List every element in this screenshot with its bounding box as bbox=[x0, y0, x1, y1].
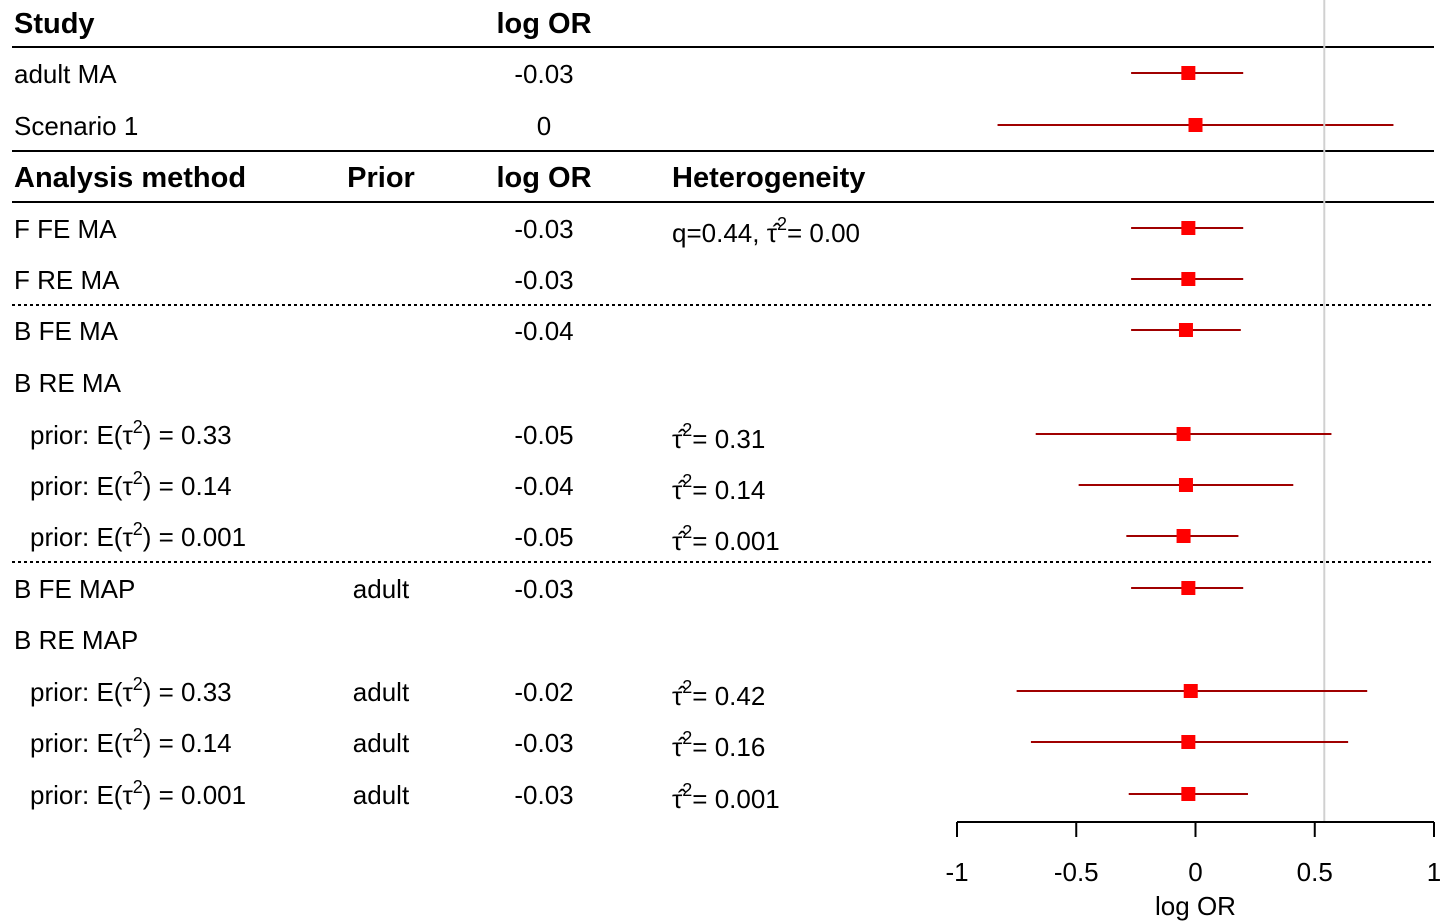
method-log-or: -0.04 bbox=[514, 316, 573, 346]
method-heterogeneity: τ̂2= 0.001 bbox=[672, 780, 780, 814]
method-heterogeneity: τ̂2= 0.31 bbox=[672, 420, 765, 454]
study-label: adult MA bbox=[14, 59, 117, 89]
method-label: prior: E(τ2) = 0.001 bbox=[30, 519, 246, 552]
method-label: B FE MA bbox=[14, 316, 119, 346]
header-log-or-2: log OR bbox=[496, 162, 591, 194]
point-estimate-s1 bbox=[1188, 118, 1203, 132]
method-log-or: -0.04 bbox=[514, 471, 573, 501]
method-label: B RE MAP bbox=[14, 625, 138, 655]
x-tick-label: 1 bbox=[1427, 857, 1441, 887]
header-study: Study bbox=[14, 8, 95, 40]
study-log-or: 0 bbox=[537, 111, 551, 141]
method-log-or: -0.03 bbox=[514, 265, 573, 295]
header-log-or: log OR bbox=[496, 8, 591, 40]
method-prior: adult bbox=[353, 780, 410, 810]
x-tick-label: -1 bbox=[945, 857, 968, 887]
method-heterogeneity: q=0.44, τ̂2= 0.00 bbox=[672, 214, 860, 248]
point-estimate-m2 bbox=[1178, 323, 1193, 337]
method-label: F RE MA bbox=[14, 265, 120, 295]
point-estimate-m11 bbox=[1181, 787, 1196, 801]
method-label: prior: E(τ2) = 0.14 bbox=[30, 468, 232, 501]
method-label: prior: E(τ2) = 0.33 bbox=[30, 674, 232, 707]
method-heterogeneity: τ̂2= 0.16 bbox=[672, 728, 765, 762]
method-prior: adult bbox=[353, 677, 410, 707]
method-prior: adult bbox=[353, 728, 410, 758]
point-estimate-m9 bbox=[1183, 684, 1198, 698]
point-estimate-m5 bbox=[1178, 478, 1193, 492]
method-log-or: -0.05 bbox=[514, 420, 573, 450]
method-log-or: -0.03 bbox=[514, 728, 573, 758]
method-label: F FE MA bbox=[14, 214, 117, 244]
point-estimate-m10 bbox=[1181, 735, 1196, 749]
method-heterogeneity: τ̂2= 0.42 bbox=[672, 677, 765, 711]
method-log-or: -0.03 bbox=[514, 574, 573, 604]
method-label: prior: E(τ2) = 0.33 bbox=[30, 417, 232, 450]
method-heterogeneity: τ̂2= 0.14 bbox=[672, 471, 765, 505]
point-estimate-m4 bbox=[1176, 427, 1191, 441]
method-prior: adult bbox=[353, 574, 410, 604]
method-label: B RE MA bbox=[14, 368, 122, 398]
point-estimate-m7 bbox=[1181, 581, 1196, 595]
method-label: prior: E(τ2) = 0.14 bbox=[30, 725, 232, 758]
method-log-or: -0.03 bbox=[514, 780, 573, 810]
method-label: B FE MAP bbox=[14, 574, 135, 604]
study-log-or: -0.03 bbox=[514, 59, 573, 89]
method-log-or: -0.05 bbox=[514, 522, 573, 552]
point-estimate-s0 bbox=[1181, 66, 1196, 80]
header-heterogeneity: Heterogeneity bbox=[672, 162, 865, 194]
header-analysis-method: Analysis method bbox=[14, 162, 246, 194]
x-tick-label: 0.5 bbox=[1297, 857, 1333, 887]
point-estimate-m1 bbox=[1181, 272, 1196, 286]
x-tick-label: 0 bbox=[1188, 857, 1202, 887]
method-label: prior: E(τ2) = 0.001 bbox=[30, 777, 246, 810]
method-log-or: -0.03 bbox=[514, 214, 573, 244]
x-axis-label: log OR bbox=[1155, 891, 1236, 921]
x-tick-label: -0.5 bbox=[1054, 857, 1099, 887]
point-estimate-m0 bbox=[1181, 221, 1196, 235]
header-prior: Prior bbox=[347, 162, 415, 194]
point-estimate-m6 bbox=[1176, 529, 1191, 543]
method-log-or: -0.02 bbox=[514, 677, 573, 707]
method-heterogeneity: τ̂2= 0.001 bbox=[672, 522, 780, 556]
study-label: Scenario 1 bbox=[14, 111, 138, 141]
